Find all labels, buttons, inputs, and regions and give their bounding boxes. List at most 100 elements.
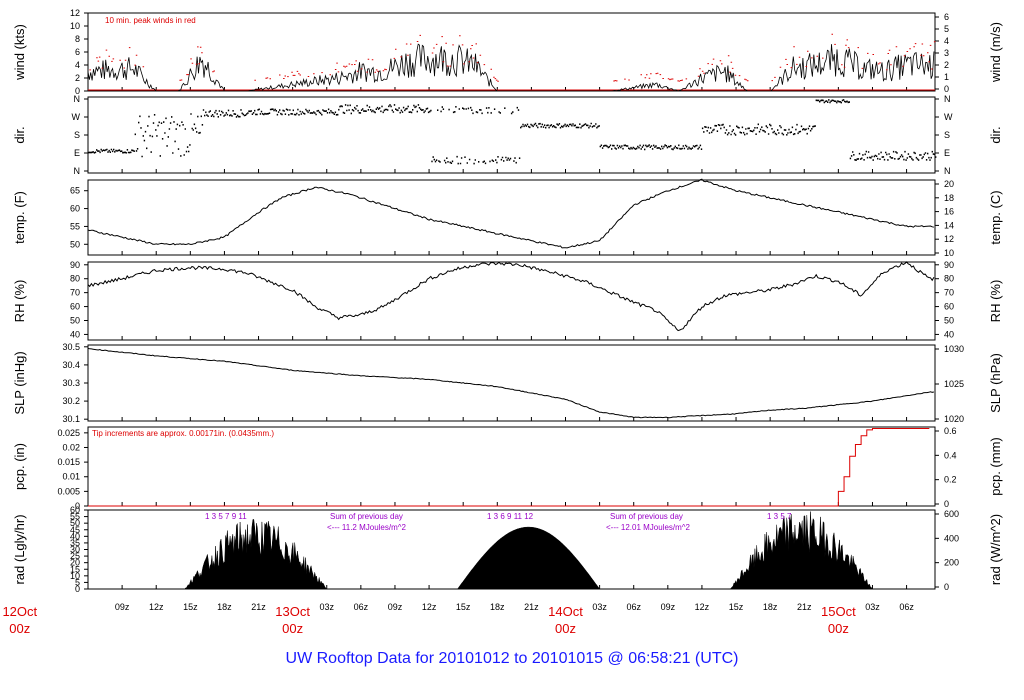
wind-annotation: 10 min. peak winds in red (105, 16, 196, 25)
xtick-label-time: 00z (282, 621, 303, 636)
ytick-label-left: 30 (70, 545, 80, 555)
ytick-label-left: 0.015 (57, 457, 80, 467)
ytick-label-left: 25 (70, 551, 80, 561)
ytick-label-right: 60 (944, 302, 954, 312)
xtick-label-hour: 06z (626, 602, 641, 612)
panel-frame-pcp (87, 426, 936, 507)
rad-sum-value: <--- 12.01 MJoules/m^2 (606, 523, 691, 532)
ytick-label-right: 0 (944, 582, 949, 592)
xtick-label-hour: 15z (456, 602, 471, 612)
pcp-annotation: Tip increments are approx. 0.00171in. (0… (92, 429, 274, 438)
ylabel-right-wind: wind (m/s) (988, 22, 1003, 83)
ytick-label-right: 0 (944, 84, 949, 94)
panel-frame-rh (87, 261, 936, 341)
ytick-label-right: W (944, 112, 953, 122)
ytick-label-left: 50 (70, 316, 80, 326)
ytick-label-right: 3 (944, 48, 949, 58)
xtick-label-hour: 15z (729, 602, 744, 612)
rh-series-line (87, 261, 935, 332)
ytick-label-left: 50 (70, 239, 80, 249)
rad-sum-label: Sum of previous day (610, 512, 683, 521)
rad-area-day-2 (457, 526, 601, 590)
xtick-label-hour: 06z (899, 602, 914, 612)
ylabel-right-dir: dir. (988, 126, 1003, 143)
ytick-label-left: 70 (70, 288, 80, 298)
rad-sum-label: Sum of previous day (330, 512, 403, 521)
ytick-label-right: 14 (944, 220, 954, 230)
ytick-label-right: E (944, 148, 950, 158)
xtick-label-time: 00z (828, 621, 849, 636)
ytick-label-right: 16 (944, 207, 954, 217)
ytick-label-left: 10 (70, 21, 80, 31)
ytick-label-right: 40 (944, 329, 954, 339)
wind-series-line (87, 43, 935, 92)
ytick-label-left: 20 (70, 558, 80, 568)
rad-hour-labels: 1 3 5 7 (767, 512, 792, 521)
dir-scatter-points (88, 99, 937, 165)
ytick-label-left: 0 (75, 584, 80, 594)
ytick-label-right: 1 (944, 72, 949, 82)
ytick-label-right: 12 (944, 234, 954, 244)
xtick-label-hour: 03z (319, 602, 334, 612)
ytick-label-right: 4 (944, 36, 949, 46)
ytick-label-left: 15 (70, 564, 80, 574)
pcp-series-line (88, 427, 930, 507)
xtick-label-hour: 18z (217, 602, 232, 612)
xtick-label-hour: 18z (490, 602, 505, 612)
ytick-label-left: 8 (75, 34, 80, 44)
ylabel-left-dir: dir. (12, 126, 27, 143)
ytick-label-right: 1020 (944, 414, 964, 424)
ytick-label-left: 0 (75, 86, 80, 96)
ytick-label-right: 10 (944, 248, 954, 258)
ytick-label-left: 0.02 (62, 442, 80, 452)
ytick-label-left: 60 (70, 204, 80, 214)
xtick-label-time: 00z (9, 621, 30, 636)
panel-frame-slp (87, 344, 936, 422)
ytick-label-left: N (74, 166, 81, 176)
ylabel-right-rad: rad (W/m^2) (988, 514, 1003, 585)
ytick-label-left: 40 (70, 329, 80, 339)
ytick-label-left: 55 (70, 221, 80, 231)
ytick-label-right: 70 (944, 288, 954, 298)
xtick-label-date: 15Oct (821, 604, 856, 619)
ytick-label-left: 30.4 (62, 360, 80, 370)
xtick-label-date: 13Oct (275, 604, 310, 619)
ytick-label-right: 200 (944, 558, 959, 568)
xtick-label-date: 12Oct (2, 604, 37, 619)
ytick-label-left: 40 (70, 531, 80, 541)
ytick-label-left: 30.5 (62, 342, 80, 352)
ylabel-left-pcp: pcp. (in) (12, 443, 27, 490)
ytick-label-left: 5 (75, 577, 80, 587)
ylabel-right-temp: temp. (C) (988, 190, 1003, 244)
ytick-label-right: 0.4 (944, 450, 957, 460)
xtick-label-hour: 21z (524, 602, 539, 612)
xtick-label-hour: 12z (422, 602, 437, 612)
ytick-label-left: 90 (70, 260, 80, 270)
ylabel-left-slp: SLP (inHg) (12, 351, 27, 414)
ytick-label-right: 600 (944, 509, 959, 519)
xtick-label-hour: 06z (354, 602, 369, 612)
ytick-label-left: 4 (75, 60, 80, 70)
page-title: UW Rooftop Data for 20101012 to 20101015… (285, 650, 739, 667)
ytick-label-left: S (74, 130, 80, 140)
ytick-label-right: 90 (944, 260, 954, 270)
xtick-label-hour: 21z (251, 602, 266, 612)
ytick-label-left: 65 (70, 186, 80, 196)
xtick-label-hour: 09z (661, 602, 676, 612)
ytick-label-left: 0.01 (62, 472, 80, 482)
ytick-label-left: 80 (70, 274, 80, 284)
ylabel-left-wind: wind (kts) (12, 24, 27, 81)
ytick-label-left: 10 (70, 571, 80, 581)
ytick-label-right: 6 (944, 12, 949, 22)
ytick-label-right: 80 (944, 274, 954, 284)
rad-hour-labels: 1 3 6 9 11 12 (487, 512, 534, 521)
ytick-label-right: 2 (944, 60, 949, 70)
ytick-label-left: 0.005 (57, 486, 80, 496)
ytick-label-left: W (72, 112, 81, 122)
ytick-label-left: 35 (70, 538, 80, 548)
ytick-label-right: 400 (944, 533, 959, 543)
ytick-label-right: 0.6 (944, 426, 957, 436)
ytick-label-left: 0 (75, 501, 80, 511)
ytick-label-left: 0.025 (57, 428, 80, 438)
